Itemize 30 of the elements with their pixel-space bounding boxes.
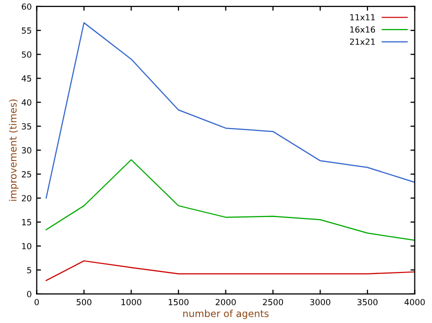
- legend-label: 11x11: [350, 14, 375, 20]
- y-tick-label: 30: [22, 147, 32, 154]
- x-tick-label: 0: [34, 298, 39, 306]
- x-tick-label: 1500: [168, 298, 189, 306]
- line-series: [46, 22, 415, 199]
- legend-label: 16x16: [350, 26, 376, 33]
- x-tick-label: 2000: [216, 298, 236, 306]
- x-tick-label: 500: [76, 298, 92, 306]
- y-tick-label: 25: [22, 171, 32, 178]
- y-tick-label: 15: [22, 219, 32, 226]
- x-tick-label: 4000: [404, 298, 425, 306]
- x-tick-label: 1000: [122, 298, 142, 306]
- y-tick-label: 40: [22, 99, 32, 106]
- y-tick-label: 45: [22, 75, 32, 82]
- y-tick-label: 10: [22, 243, 32, 250]
- line-series: [46, 159, 415, 241]
- y-tick-label: 35: [22, 123, 32, 130]
- y-axis-title: improvement (times): [9, 100, 18, 201]
- y-tick-label: 60: [22, 3, 32, 10]
- y-tick-label: 0: [27, 290, 32, 298]
- y-tick-label: 20: [22, 195, 32, 202]
- line-series: [46, 260, 415, 282]
- y-tick-label: 50: [22, 51, 32, 58]
- y-tick-label: 5: [27, 267, 32, 274]
- x-tick-label: 3000: [310, 298, 330, 306]
- x-tick-label: 2500: [262, 298, 284, 306]
- legend-label: 21x21: [350, 38, 375, 45]
- y-tick-label: 55: [22, 28, 32, 34]
- x-axis-title: number of agents: [183, 310, 269, 320]
- x-tick-label: 3500: [358, 298, 378, 306]
